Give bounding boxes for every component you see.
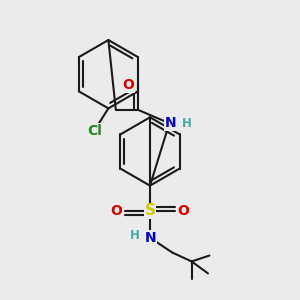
Text: Cl: Cl <box>88 124 103 138</box>
Text: O: O <box>110 204 122 218</box>
Text: N: N <box>164 116 176 130</box>
Text: O: O <box>122 78 134 92</box>
Text: O: O <box>178 204 190 218</box>
Text: S: S <box>145 203 155 218</box>
Text: H: H <box>130 229 140 242</box>
Text: N: N <box>145 231 157 245</box>
Text: H: H <box>182 117 191 130</box>
